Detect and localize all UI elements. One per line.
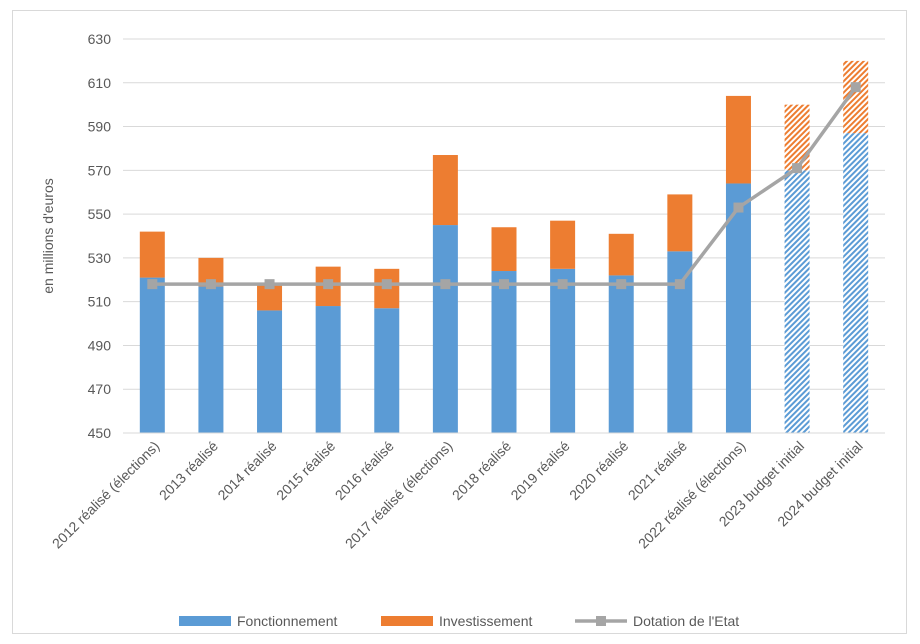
dotation-marker — [264, 279, 275, 290]
bar-fonctionnement — [491, 271, 517, 433]
dotation-marker — [674, 279, 685, 290]
bar-fonctionnement — [667, 251, 693, 433]
x-tick-label: 2016 réalisé — [332, 438, 397, 503]
dotation-marker — [323, 279, 334, 290]
y-tick-label: 550 — [88, 206, 112, 222]
x-tick-label: 2017 réalisé (élections) — [342, 438, 456, 552]
bar-fonctionnement — [139, 277, 165, 433]
bar-fonctionnement — [843, 133, 869, 433]
x-tick-label: 2013 réalisé — [156, 438, 221, 503]
x-tick-label: 2022 réalisé (élections) — [635, 438, 749, 552]
x-tick-label: 2020 réalisé — [566, 438, 631, 503]
bar-fonctionnement — [315, 306, 341, 433]
legend-swatch-fonctionnement — [179, 616, 231, 626]
bar-fonctionnement — [374, 308, 400, 433]
dotation-marker — [147, 279, 158, 290]
bar-investissement — [667, 194, 693, 252]
dotation-marker — [499, 279, 509, 290]
y-tick-label: 470 — [88, 381, 112, 397]
dotation-marker — [205, 279, 216, 290]
y-tick-label: 590 — [88, 119, 112, 135]
dotation-marker — [557, 279, 568, 290]
dotation-marker — [850, 82, 861, 93]
dotation-marker — [381, 279, 392, 290]
bar-fonctionnement — [550, 268, 576, 433]
bar-fonctionnement — [784, 170, 810, 434]
y-tick-label: 530 — [88, 250, 112, 266]
bar-investissement — [139, 231, 165, 278]
legend-label-dotation: Dotation de l'Etat — [633, 613, 739, 629]
bar-fonctionnement — [432, 225, 458, 433]
legend-label-investissement: Investissement — [439, 613, 532, 629]
chart-svg: 450 470 490 510 530 550 570 590 610 630 en million… — [40, 31, 885, 629]
y-tick-label: 450 — [88, 425, 112, 441]
y-tick-label: 490 — [88, 337, 112, 353]
x-tick-label: 2018 réalisé — [449, 438, 514, 503]
bar-investissement — [784, 104, 810, 171]
bar-fonctionnement — [257, 310, 283, 433]
legend-swatch-investissement — [381, 616, 433, 626]
bar-investissement — [550, 220, 576, 269]
y-axis: 450 470 490 510 530 550 570 590 610 630 en million… — [40, 31, 111, 441]
y-axis-title: en millions d'euros — [40, 178, 56, 294]
bar-fonctionnement — [725, 183, 751, 433]
bar-investissement — [491, 227, 517, 272]
dotation-marker — [792, 163, 803, 174]
dotation-marker — [440, 279, 451, 290]
dotation-line — [147, 82, 861, 290]
legend-marker-dotation — [596, 616, 606, 626]
y-tick-label: 610 — [88, 75, 112, 91]
dotation-marker — [733, 202, 744, 213]
bar-fonctionnement — [198, 286, 224, 433]
y-tick-label: 510 — [88, 294, 112, 310]
x-axis: 2012 réalisé (élections)2013 réalisé2014… — [49, 432, 885, 552]
chart-frame: 450 470 490 510 530 550 570 590 610 630 en million… — [12, 10, 907, 634]
bar-investissement — [432, 155, 458, 226]
legend-label-fonctionnement: Fonctionnement — [237, 613, 338, 629]
x-tick-label: 2019 réalisé — [507, 438, 572, 503]
legend: Fonctionnement Investissement Dotation de … — [179, 613, 739, 629]
x-tick-label: 2014 réalisé — [214, 438, 279, 503]
y-tick-label: 570 — [88, 162, 112, 178]
bar-fonctionnement — [608, 275, 634, 433]
bars — [139, 60, 869, 434]
dotation-marker — [616, 279, 627, 290]
x-tick-label: 2015 réalisé — [273, 438, 338, 503]
bar-investissement — [608, 233, 634, 276]
x-tick-label: 2012 réalisé (élections) — [49, 438, 163, 552]
bar-investissement — [725, 95, 751, 184]
y-tick-label: 630 — [88, 31, 112, 47]
x-tick-label: 2021 réalisé — [625, 438, 690, 503]
